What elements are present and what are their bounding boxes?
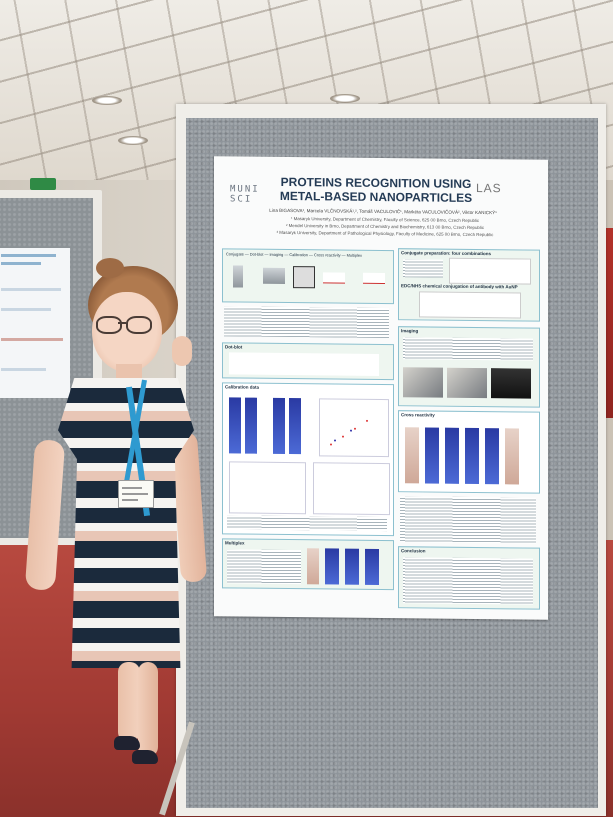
multiplex-box: Multiplex [222,538,394,591]
shoe [114,736,140,750]
conjugate-box: Conjugate preparation: four combinations… [398,248,540,322]
glasses-lens [96,316,122,334]
workflow-text: Conjugate — Dot-blot — Imaging — Calibra… [226,251,363,258]
name-badge [118,480,154,508]
results-text [400,496,536,544]
section-heading: Conjugate preparation: four combinations [401,250,492,257]
section-heading: Conclusion [401,548,426,554]
poster-affiliations: ¹ Masaryk University, Department of Chem… [276,216,494,238]
section-heading: Multiplex [225,540,245,546]
calibration-box: Calibration data [222,382,394,537]
section-heading: EDC/NHS chemical conjugation of antibody… [401,283,518,290]
instrument-photo [491,368,531,399]
workflow-box: Conjugate — Dot-blot — Imaging — Calibra… [222,248,394,305]
hand [172,336,192,366]
imaging-box: Imaging [398,326,540,408]
calibration-chart [229,461,306,515]
conclusion-box: Conclusion [398,546,540,610]
calibration-chart [313,462,390,516]
dotblot-box: Dot-blot [222,342,394,381]
exit-sign [30,178,56,190]
muni-logo: MUNI SCI [230,184,260,205]
glasses-bridge [118,322,126,324]
hair-bun [96,258,124,278]
leg [138,662,158,757]
poster-title: PROTEINS RECOGNITION USING METAL-BASED N… [279,174,473,205]
leg [118,662,140,742]
cross-reactivity-box: Cross reactivity [398,410,540,494]
section-heading: Calibration data [225,384,260,390]
striped-dress [58,378,194,668]
left-arm [24,439,66,591]
instrument-photo [403,367,443,398]
shoe [132,750,158,764]
calibration-chart [319,398,389,458]
presenter-person [24,252,210,772]
scientific-poster: MUNI SCI LAS PROTEINS RECOGNITION USING … [214,156,548,620]
section-heading: Dot-blot [225,344,243,350]
glasses-lens [126,316,152,334]
background-poster [0,248,70,398]
section-heading: Cross reactivity [401,412,435,418]
abstract-text [224,306,389,339]
instrument-photo [447,367,487,399]
ceiling-light [330,94,360,103]
section-heading: Imaging [401,328,419,334]
ceiling-light [118,136,148,145]
las-logo: LAS [476,180,502,196]
ceiling-light [92,96,122,105]
